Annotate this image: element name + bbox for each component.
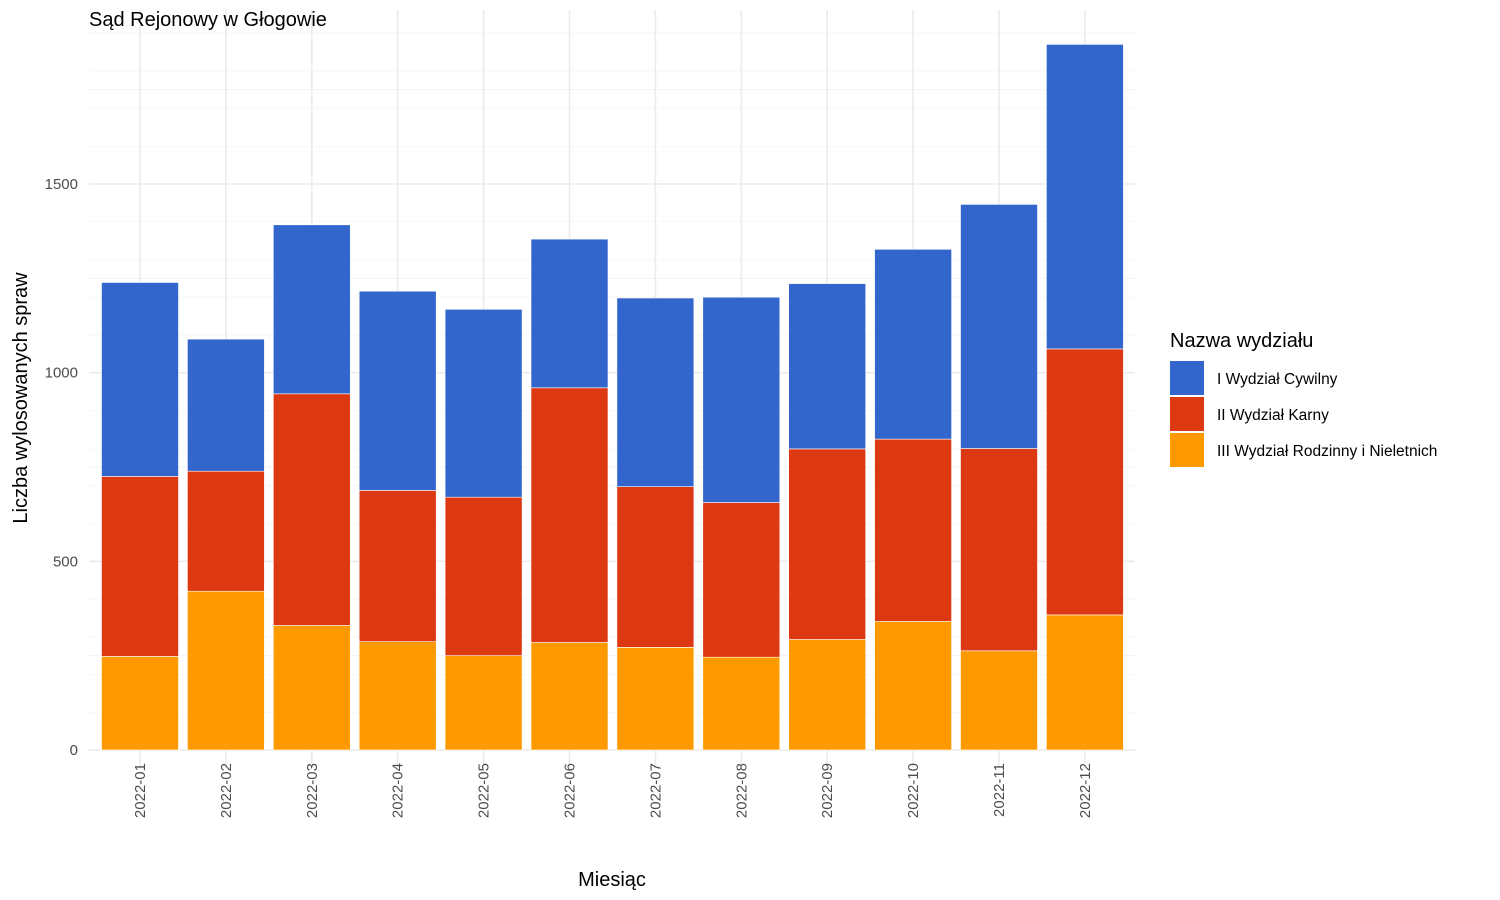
bar-segment-2022-05-series-1 bbox=[444, 655, 523, 751]
bar-segment-2022-07-series-1 bbox=[616, 647, 695, 751]
x-tick-label: 2022-04 bbox=[390, 763, 407, 818]
bar-segment-2022-09-series-1 bbox=[788, 639, 867, 751]
y-axis-ticks: 0 500 1000 1500 bbox=[45, 176, 78, 759]
x-tick-label: 2022-09 bbox=[819, 763, 836, 818]
y-tick-label: 1500 bbox=[45, 176, 78, 193]
x-tick-label: 2022-06 bbox=[562, 763, 579, 818]
chart-title: Sąd Rejonowy w Głogowie bbox=[89, 9, 327, 31]
x-tick-label: 2022-10 bbox=[905, 763, 922, 818]
bar-segment-2022-11-series-1 bbox=[960, 650, 1038, 751]
bar-segment-2022-09-series-2 bbox=[788, 448, 867, 640]
legend: Nazwa wydziału I Wydział Cywilny II Wydzi… bbox=[1170, 330, 1437, 467]
legend-label: II Wydział Karny bbox=[1217, 407, 1329, 424]
bar-segment-2022-12-series-2 bbox=[1046, 348, 1124, 616]
bar-segment-2022-06-series-2 bbox=[530, 387, 609, 643]
bar-segment-2022-05-series-2 bbox=[444, 496, 523, 657]
bar-segment-2022-05-series-3 bbox=[444, 308, 523, 498]
bar-segment-2022-01-series-1 bbox=[101, 656, 179, 751]
x-tick-label: 2022-03 bbox=[304, 763, 321, 818]
legend-label: I Wydział Cywilny bbox=[1217, 371, 1338, 388]
bar-segment-2022-04-series-1 bbox=[358, 641, 437, 751]
x-axis-title: Miesiąc bbox=[578, 869, 646, 891]
bar-segment-2022-03-series-3 bbox=[272, 224, 351, 395]
x-axis-ticks: 2022-01 2022-02 2022-03 2022-04 2022-05 2022-… bbox=[132, 763, 1094, 818]
bar-segment-2022-06-series-1 bbox=[530, 642, 609, 751]
bar-segment-2022-08-series-3 bbox=[702, 296, 781, 503]
bar-segment-2022-11-series-3 bbox=[960, 204, 1038, 449]
legend-swatch bbox=[1170, 361, 1204, 395]
bar-segment-2022-08-series-2 bbox=[702, 502, 781, 658]
bar-segment-2022-12-series-3 bbox=[1046, 44, 1124, 350]
bar-segment-2022-03-series-2 bbox=[272, 393, 351, 626]
x-tick-label: 2022-08 bbox=[733, 763, 750, 818]
legend-label: III Wydział Rodzinny i Nieletnich bbox=[1217, 443, 1437, 460]
bar-segment-2022-07-series-3 bbox=[616, 297, 695, 487]
bar-segment-2022-09-series-3 bbox=[788, 283, 867, 450]
y-axis-title: Liczba wylosowanych spraw bbox=[10, 272, 32, 524]
bar-segment-2022-11-series-2 bbox=[960, 448, 1038, 652]
bar-segment-2022-04-series-2 bbox=[358, 490, 437, 642]
y-tick-label: 0 bbox=[70, 742, 78, 759]
legend-swatch bbox=[1170, 433, 1204, 467]
bar-segment-2022-06-series-3 bbox=[530, 238, 609, 389]
bar-segment-2022-10-series-1 bbox=[874, 620, 952, 751]
bar-segment-2022-01-series-2 bbox=[101, 476, 179, 657]
bar-segment-2022-01-series-3 bbox=[101, 282, 179, 477]
bar-segment-2022-02-series-1 bbox=[187, 590, 265, 751]
bar-segment-2022-12-series-1 bbox=[1046, 614, 1124, 751]
x-tick-label: 2022-12 bbox=[1077, 763, 1094, 818]
x-tick-label: 2022-11 bbox=[991, 763, 1008, 817]
bar-segment-2022-08-series-1 bbox=[702, 656, 781, 751]
legend-swatch bbox=[1170, 397, 1204, 431]
bar-segment-2022-02-series-3 bbox=[187, 338, 265, 472]
bar-segment-2022-02-series-2 bbox=[187, 470, 265, 592]
y-tick-label: 500 bbox=[53, 553, 78, 570]
bar-segment-2022-10-series-2 bbox=[874, 438, 952, 622]
x-tick-label: 2022-01 bbox=[132, 763, 149, 818]
bar-segment-2022-10-series-3 bbox=[874, 249, 952, 440]
x-tick-label: 2022-02 bbox=[218, 763, 235, 818]
x-tick-label: 2022-05 bbox=[476, 763, 493, 818]
bar-segment-2022-03-series-1 bbox=[272, 625, 351, 751]
bars bbox=[101, 44, 1124, 751]
x-tick-label: 2022-07 bbox=[647, 763, 664, 818]
y-tick-label: 1000 bbox=[45, 365, 78, 382]
bar-segment-2022-07-series-2 bbox=[616, 486, 695, 648]
legend-title: Nazwa wydziału bbox=[1170, 330, 1313, 352]
bar-segment-2022-04-series-3 bbox=[358, 290, 437, 491]
